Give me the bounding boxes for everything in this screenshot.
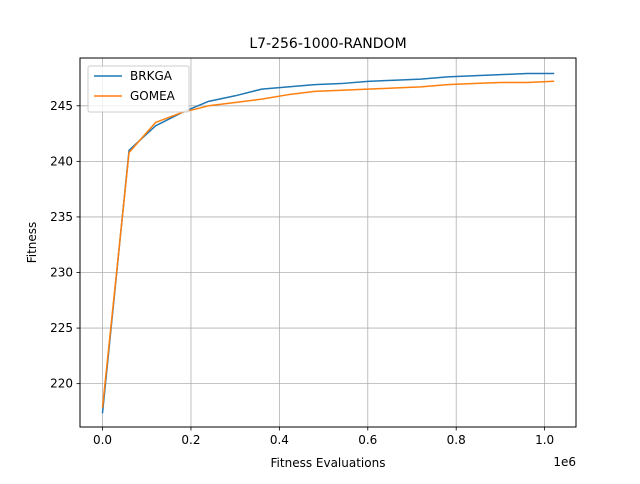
x-tick-label: 0.8 <box>447 433 466 447</box>
x-tick-label: 1.0 <box>535 433 554 447</box>
y-tick-label: 225 <box>50 321 73 335</box>
series-lines <box>101 72 555 414</box>
series-line-gomea <box>101 80 555 408</box>
x-tick-label: 0.0 <box>93 433 112 447</box>
plot-area-frame <box>79 57 577 428</box>
y-tick-label: 235 <box>50 210 73 224</box>
legend-label-brkga: BRKGA <box>130 69 173 83</box>
y-tick-label: 230 <box>50 266 73 280</box>
legend-box <box>87 65 190 113</box>
y-tick-label: 245 <box>50 99 73 113</box>
x-tick-label: 0.2 <box>181 433 200 447</box>
x-axis-offset-label: 1e6 <box>553 455 576 469</box>
x-tick-label: 0.6 <box>358 433 377 447</box>
axis-ticks: 0.0 0.2 0.4 0.6 0.8 1.0 220 225 230 235 240 245 <box>50 99 554 447</box>
x-axis-label: Fitness Evaluations <box>271 456 386 470</box>
legend: BRKGA GOMEA <box>87 65 190 113</box>
x-tick-label: 0.4 <box>270 433 289 447</box>
grid-lines <box>80 58 576 427</box>
y-tick-label: 220 <box>50 377 73 391</box>
chart-title: L7-256-1000-RANDOM <box>249 36 406 52</box>
legend-label-gomea: GOMEA <box>130 89 176 103</box>
y-axis-label: Fitness <box>25 222 39 264</box>
y-tick-label: 240 <box>50 154 73 168</box>
